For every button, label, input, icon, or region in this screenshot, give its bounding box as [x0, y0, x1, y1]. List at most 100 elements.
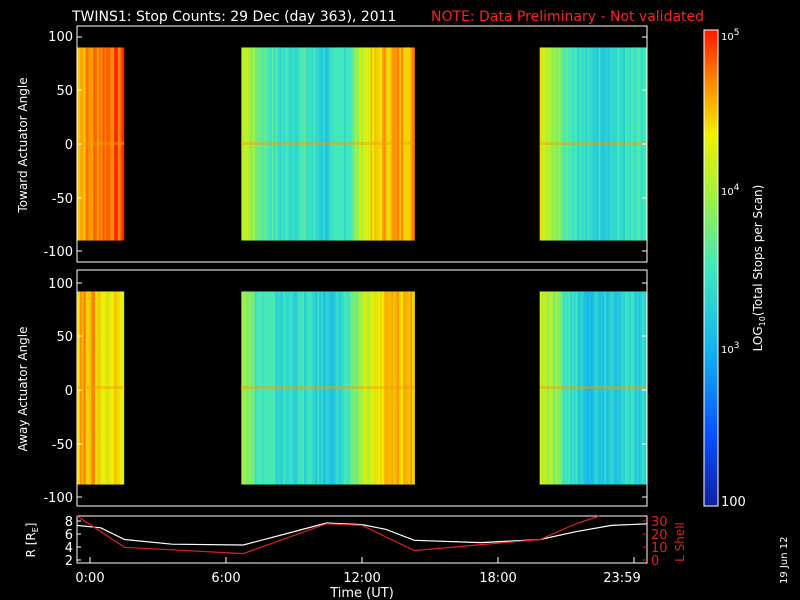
xtick-label: 0:00 [75, 571, 104, 586]
orbit-right-tick: 10 [651, 541, 668, 556]
heatmap-column [89, 291, 92, 485]
orbit-series-l-shell [76, 515, 600, 555]
heatmap-column [279, 291, 282, 485]
heatmap-column [366, 47, 370, 241]
heatmap-column [606, 47, 609, 241]
heatmap-column [302, 291, 305, 485]
heatmap-column [385, 291, 389, 485]
heatmap-column [304, 291, 307, 485]
heatmap-column [347, 47, 351, 241]
heatmap-column [592, 291, 596, 485]
colorbar [703, 29, 719, 507]
heatmap-column [87, 47, 90, 241]
heatmap-column [81, 47, 85, 241]
heatmap-column [106, 291, 109, 485]
heatmap-column [374, 291, 377, 485]
heatmap-column [302, 47, 305, 241]
panel-away [77, 270, 647, 506]
heatmap-column [596, 47, 600, 241]
heatmap-column [551, 47, 554, 241]
heatmap-column [609, 47, 613, 241]
heatmap-column [408, 47, 412, 241]
heatmap-column [355, 47, 358, 241]
heatmap-column [573, 47, 577, 241]
heatmap-column [385, 47, 389, 241]
heatmap-column [370, 291, 374, 485]
heatmap-column [281, 47, 284, 241]
heatmap-column [87, 291, 90, 485]
heatmap-column [640, 47, 643, 241]
heatmap-column [400, 47, 404, 241]
x-axis-label: Time (UT) [329, 586, 394, 600]
heatmap-column [311, 47, 315, 241]
heatmap-column [378, 291, 381, 485]
heatmap-column [364, 47, 368, 241]
orbit-left-tick: 2 [65, 554, 73, 569]
heatmap-column [397, 47, 400, 241]
heatmap-column [104, 291, 108, 485]
heatmap-column [313, 291, 317, 485]
heatmap-column [264, 291, 267, 485]
heatmap-column [307, 291, 311, 485]
heatmap-column [83, 47, 87, 241]
heatmap-column [100, 47, 104, 241]
heatmap-column [366, 291, 370, 485]
heatmap-column [288, 291, 292, 485]
heatmap-column [378, 47, 381, 241]
heatmap-column [587, 47, 590, 241]
heatmap-column [361, 291, 364, 485]
heatmap-column [340, 47, 343, 241]
heatmap-column [638, 291, 641, 485]
heatmap-column [241, 291, 244, 485]
heatmap-column [636, 47, 640, 241]
heatmap-column [615, 47, 619, 241]
heatmap-column [359, 291, 362, 485]
xtick-label: 23:59 [603, 571, 640, 586]
heatmap-column [397, 291, 400, 485]
heatmap-column [93, 291, 96, 485]
heatmap-column [85, 291, 89, 485]
heatmap-column [349, 291, 353, 485]
heatmap-column [292, 47, 296, 241]
heatmap-column [283, 47, 286, 241]
heatmap-column [541, 291, 545, 485]
heatmap-column [104, 47, 108, 241]
heatmap-column [336, 291, 339, 485]
heatmap-column [323, 291, 326, 485]
heatmap-column [247, 291, 250, 485]
zero-angle-stripe [240, 386, 415, 389]
heatmap-column [323, 47, 326, 241]
heatmap-column [359, 47, 362, 241]
heatmap-column [334, 291, 337, 485]
heatmap-column [119, 47, 123, 241]
heatmap-column [98, 291, 102, 485]
heatmap-column [370, 47, 374, 241]
heatmap-column [564, 291, 567, 485]
heatmap-column [393, 291, 396, 485]
heatmap-column [269, 47, 273, 241]
heatmap-column [336, 47, 339, 241]
heatmap-column [271, 291, 275, 485]
heatmap-column [250, 291, 254, 485]
ytick-label: 50 [56, 84, 73, 99]
heatmap-column [262, 291, 265, 485]
heatmap-column [549, 47, 552, 241]
heatmap-column [338, 47, 341, 241]
heatmap-column [275, 47, 279, 241]
heatmap-column [91, 47, 94, 241]
x-tick-labels: 0:00 6:00 12:00 18:00 23:59 [75, 571, 640, 586]
heatmap-column [332, 291, 336, 485]
heatmap-column [551, 291, 554, 485]
heatmap-column [573, 291, 577, 485]
heatmap-column [277, 291, 280, 485]
heatmap-column [277, 47, 280, 241]
heatmap-column [285, 47, 288, 241]
heatmap-column [376, 291, 379, 485]
heatmap-column [594, 291, 598, 485]
heatmap-column [581, 291, 584, 485]
heatmap-column [324, 47, 328, 241]
heatmap-column [351, 47, 355, 241]
heatmap-column [587, 291, 590, 485]
orbit-right-ylabel: L Shell [673, 522, 687, 562]
heatmap-column [294, 291, 298, 485]
